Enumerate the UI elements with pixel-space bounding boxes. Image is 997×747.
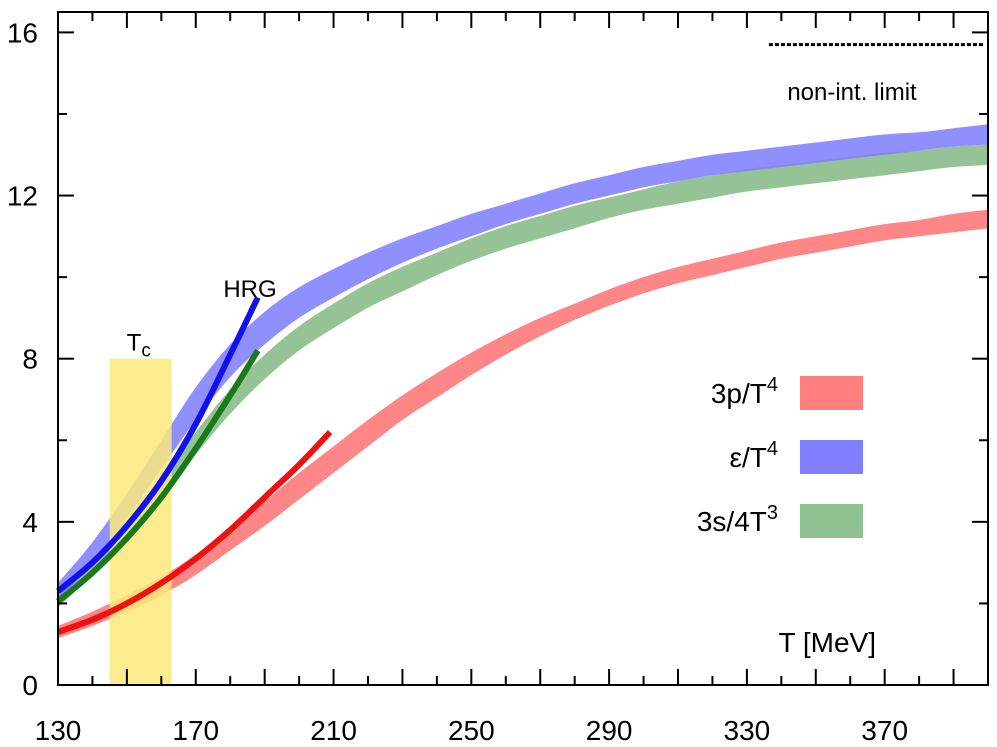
hrg-curve-1 xyxy=(56,296,261,594)
y-tick-label: 12 xyxy=(7,181,38,212)
hrg-label: HRG xyxy=(223,276,276,303)
legend-label-sup: 3 xyxy=(767,502,778,524)
tc-label-sub: c xyxy=(141,341,151,362)
legend-swatch-0 xyxy=(800,376,863,410)
x-tick-label: 330 xyxy=(724,715,771,746)
y-tick-label: 16 xyxy=(7,17,38,48)
x-tick-label: 370 xyxy=(861,715,908,746)
annotations: Tc HRG non-int. limit T [MeV] xyxy=(127,43,984,658)
y-tick-label: 4 xyxy=(22,507,38,538)
hrg-curve-2 xyxy=(56,348,261,604)
x-tick-label: 170 xyxy=(172,715,219,746)
legend-label-main: 3s/4T xyxy=(697,506,767,537)
tc-label: Tc xyxy=(127,330,151,362)
x-tick-label: 250 xyxy=(448,715,495,746)
legend-label-sup: 4 xyxy=(767,374,778,396)
plot-frame xyxy=(57,11,989,686)
plot-frame-rect xyxy=(57,11,989,686)
legend-swatch-2 xyxy=(800,504,863,538)
y-tick-label: 0 xyxy=(22,670,38,701)
hrg-curve-0 xyxy=(56,430,333,635)
x-tick-label: 290 xyxy=(586,715,633,746)
legend-label-sup: 4 xyxy=(767,438,778,460)
y-tick-label: 8 xyxy=(22,344,38,375)
x-tick-label: 130 xyxy=(35,715,82,746)
legend-label-0: 3p/T4 xyxy=(711,374,778,409)
legend-label-2: 3s/4T3 xyxy=(697,502,778,537)
legend-label-main: 3p/T xyxy=(711,378,767,409)
legend-label-main: ε/T xyxy=(730,442,767,473)
band-1 xyxy=(58,124,988,602)
hrg-curves xyxy=(56,296,333,635)
legend-label-1: ε/T4 xyxy=(730,438,779,473)
axis-ticks: 130 170 210 250 290 330 370 0 4 8 12 16 xyxy=(7,12,989,746)
legend-swatch-1 xyxy=(800,440,863,474)
x-axis-label: T [MeV] xyxy=(778,627,876,658)
x-tick-label: 210 xyxy=(310,715,357,746)
noninteracting-limit-label: non-int. limit xyxy=(787,79,917,106)
tc-label-main: T xyxy=(127,330,142,357)
